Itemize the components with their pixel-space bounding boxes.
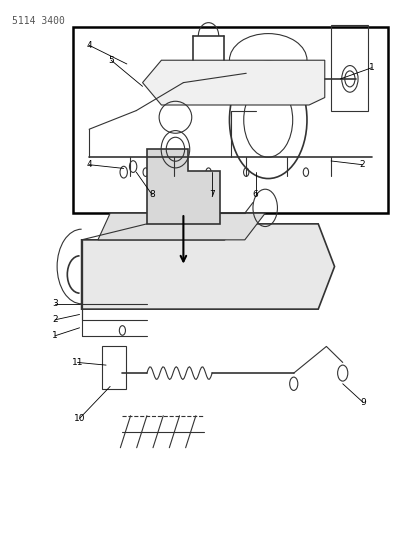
Text: 11: 11: [72, 358, 83, 367]
Text: 9: 9: [360, 398, 366, 407]
Text: 7: 7: [209, 190, 215, 199]
Text: 4: 4: [86, 160, 92, 169]
Text: 1: 1: [369, 63, 375, 72]
Text: 5: 5: [108, 56, 114, 64]
Polygon shape: [98, 213, 265, 240]
Text: 8: 8: [149, 190, 155, 199]
Text: 2: 2: [360, 160, 365, 169]
Polygon shape: [142, 60, 325, 105]
Text: 1: 1: [52, 332, 58, 340]
Text: 4: 4: [86, 41, 92, 50]
Text: 6: 6: [253, 190, 259, 199]
Polygon shape: [82, 224, 335, 309]
Polygon shape: [147, 149, 220, 224]
Text: 3: 3: [52, 300, 58, 308]
Text: 2: 2: [52, 316, 58, 324]
Text: 10: 10: [74, 414, 85, 423]
Text: 5114 3400: 5114 3400: [12, 16, 65, 26]
